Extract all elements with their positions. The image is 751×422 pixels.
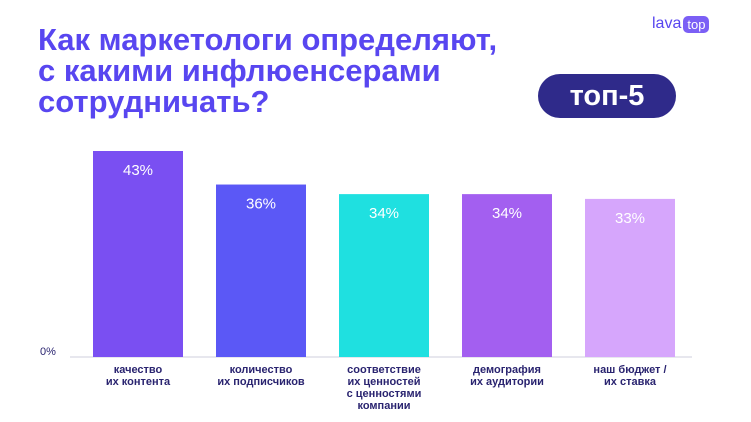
x-tick-label: соответствие их ценностей с ценностями к…	[346, 364, 422, 412]
x-tick-label: демография их аудитории	[470, 364, 544, 388]
value-label: 36%	[246, 196, 276, 213]
value-label: 33%	[615, 210, 645, 227]
bar	[216, 184, 306, 357]
logo-text: lava	[652, 15, 682, 32]
bar	[93, 151, 183, 357]
value-label: 34%	[492, 205, 522, 222]
x-tick-label: наш бюджет / их ставка	[593, 364, 667, 388]
y-tick-label: 0%	[40, 346, 56, 358]
bar	[585, 198, 675, 357]
bar	[339, 194, 429, 357]
chart-title: Как маркетологи определяют, с какими инф…	[38, 22, 498, 119]
value-label: 43%	[123, 162, 153, 179]
x-tick-label: количество их подписчиков	[217, 364, 305, 388]
x-tick-label: качество их контента	[105, 364, 171, 388]
logo-badge: top	[683, 15, 710, 33]
value-label: 34%	[369, 205, 399, 222]
badge: топ-5	[538, 74, 676, 118]
logo: lava top	[652, 15, 710, 33]
bar	[462, 194, 552, 357]
